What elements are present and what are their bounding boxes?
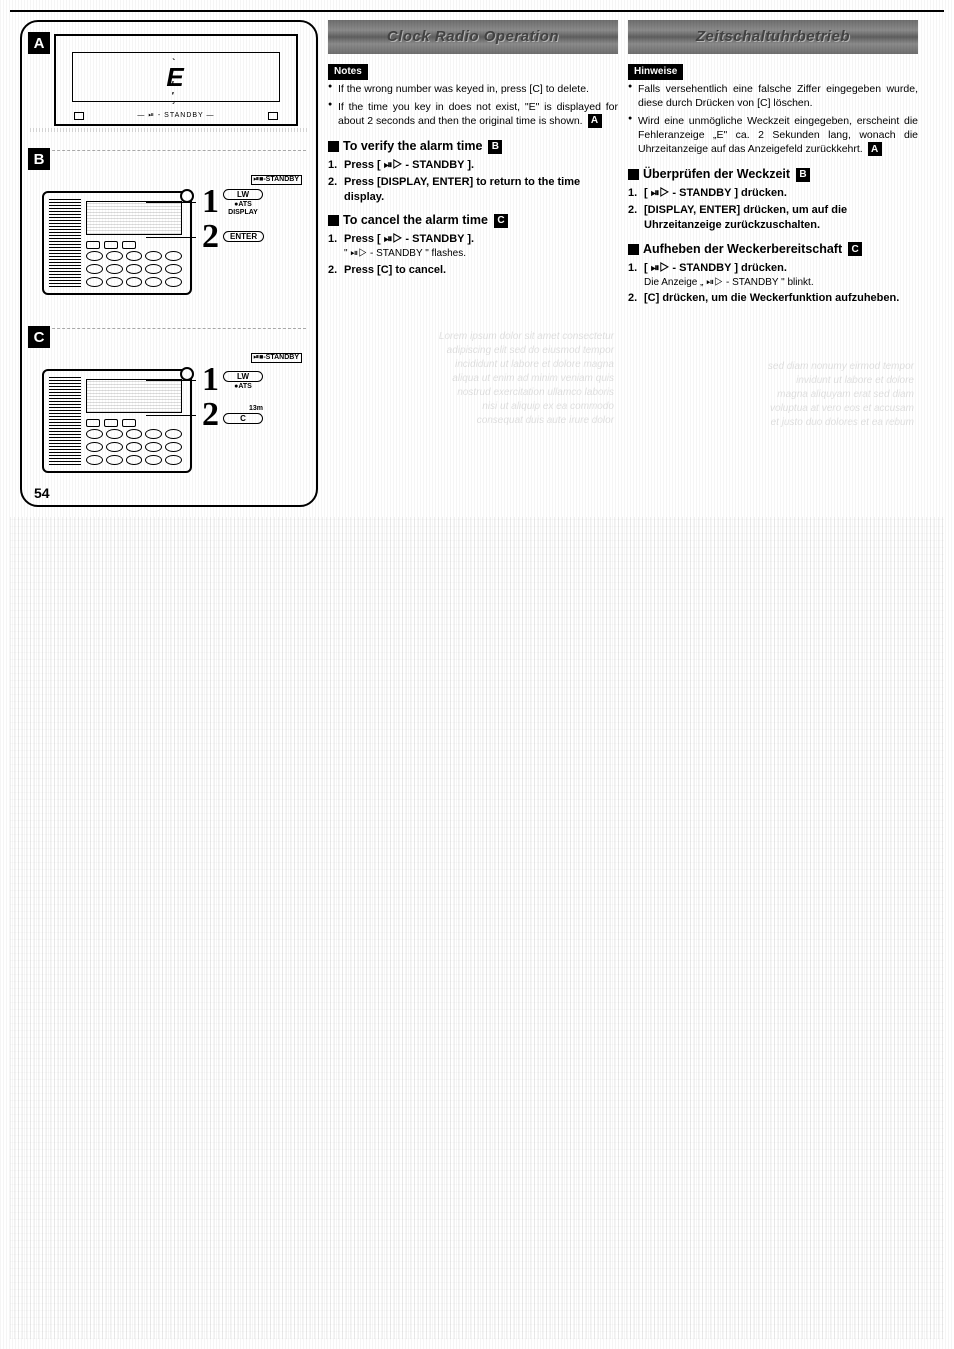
panel-c-letter: C: [28, 326, 50, 348]
note-item: If the wrong number was keyed in, press …: [328, 82, 618, 96]
callout-number: 2: [202, 222, 219, 253]
enter-button: ENTER: [223, 231, 264, 242]
sup-label: 13m: [223, 405, 263, 412]
ref-box-a: A: [588, 114, 602, 128]
content-row: A ` ' ' ' ´ E — ⏯ - STANDBY —: [10, 12, 944, 507]
ref-box-a: A: [868, 142, 882, 156]
device-button-row: [86, 241, 182, 249]
callout-number: 2: [202, 400, 219, 431]
speaker-grille: [49, 199, 81, 287]
ref-box-b: B: [488, 140, 502, 154]
cancel-steps-en: Press [ ⏯▷ - STANDBY ]. " ⏯▷ - STANDBY "…: [328, 232, 618, 277]
step-item: [DISPLAY, ENTER] drücken, um auf die Uhr…: [628, 203, 918, 233]
device-keypad: [86, 251, 182, 287]
notes-list-en: If the wrong number was keyed in, press …: [328, 82, 618, 129]
notes-list-de: Falls versehentlich eine falsche Ziffer …: [628, 82, 918, 157]
column-title-en: Clock Radio Operation: [328, 20, 618, 54]
panel-a-lcd: ` ' ' ' ´ E — ⏯ - STANDBY —: [54, 34, 298, 126]
verify-steps-en: Press [ ⏯▷ - STANDBY ]. Press [DISPLAY, …: [328, 158, 618, 205]
callout-number: 1: [202, 187, 219, 218]
panel-c-wrap: ⏯■-STANDBY 1 LW ●ATS 2 13m: [32, 328, 306, 483]
callout-c2: 2 13m C: [202, 400, 302, 431]
step-item: [ ⏯▷ - STANDBY ] drücken.: [628, 186, 918, 201]
lw-button: LW: [223, 189, 263, 200]
cancel-steps-de: [ ⏯▷ - STANDBY ] drücken. Die Anzeige „ …: [628, 261, 918, 306]
panel-b-callouts: ⏯■-STANDBY 1 LW ●ATS DISPLAY 2: [202, 173, 302, 256]
ats-label: ●ATS: [223, 383, 263, 390]
callout-c1: 1 LW ●ATS: [202, 365, 302, 396]
callout-number: 1: [202, 365, 219, 396]
panel-a-letter: A: [28, 32, 50, 54]
c-button: C: [223, 413, 263, 424]
panel-c-callouts: ⏯■-STANDBY 1 LW ●ATS 2 13m: [202, 351, 302, 434]
device-screen: [86, 201, 182, 235]
tuning-dial-icon: [180, 189, 194, 203]
page-number: 54: [34, 485, 50, 501]
notes-tag-en: Notes: [328, 64, 368, 80]
column-german: Zeitschaltuhrbetrieb Hinweise Falls vers…: [628, 20, 918, 507]
ref-box-b: B: [796, 168, 810, 182]
callout-b2: 2 ENTER: [202, 222, 302, 253]
panel-b-letter: B: [28, 148, 50, 170]
page-frame: A ` ' ' ' ´ E — ⏯ - STANDBY —: [10, 10, 944, 1339]
panel-c: C: [30, 328, 308, 498]
speaker-grille: [49, 377, 81, 465]
bleed-through-text: sed diam nonumy eirmod tempor invidunt u…: [664, 360, 914, 430]
device-button-row: [86, 419, 182, 427]
device-keypad: [86, 429, 182, 465]
note-item: Falls versehentlich eine falsche Ziffer …: [628, 82, 918, 110]
ats-label: ●ATS: [223, 201, 263, 208]
callout-b1: 1 LW ●ATS DISPLAY: [202, 187, 302, 218]
standby-label: ⏯■-STANDBY: [251, 175, 302, 185]
panel-b: B: [30, 150, 308, 320]
radio-device-b: [42, 191, 192, 295]
step-item: [ ⏯▷ - STANDBY ] drücken. Die Anzeige „ …: [628, 261, 918, 289]
mini-box: [74, 112, 84, 120]
scan-artifact-lower: [10, 517, 944, 1339]
step-item: Press [ ⏯▷ - STANDBY ].: [328, 158, 618, 173]
verify-steps-de: [ ⏯▷ - STANDBY ] drücken. [DISPLAY, ENTE…: [628, 186, 918, 233]
step-item: Press [C] to cancel.: [328, 263, 618, 278]
tuning-dial-icon: [180, 367, 194, 381]
note-item: If the time you key in does not exist, "…: [328, 100, 618, 128]
column-english: Clock Radio Operation Notes If the wrong…: [328, 20, 618, 507]
radio-device-c: [42, 369, 192, 473]
device-screen: [86, 379, 182, 413]
step-item: Press [DISPLAY, ENTER] to return to the …: [328, 175, 618, 205]
note-item: Wird eine unmögliche Weckzeit eingegeben…: [628, 114, 918, 157]
section-verify-alarm-en: To verify the alarm time B: [328, 138, 618, 155]
bleed-through-text: Lorem ipsum dolor sit amet consectetur a…: [364, 330, 614, 428]
panel-a-bottom-row: — ⏯ - STANDBY —: [74, 112, 278, 120]
standby-indicator: — ⏯ - STANDBY —: [137, 112, 214, 120]
lw-button: LW: [223, 371, 263, 382]
step-item: Press [ ⏯▷ - STANDBY ]. " ⏯▷ - STANDBY "…: [328, 232, 618, 260]
step-item: [C] drücken, um die Weckerfunktion aufzu…: [628, 291, 918, 306]
mini-box: [268, 112, 278, 120]
column-title-de: Zeitschaltuhrbetrieb: [628, 20, 918, 54]
section-cancel-alarm-en: To cancel the alarm time C: [328, 212, 618, 229]
panel-b-wrap: ⏯■-STANDBY 1 LW ●ATS DISPLAY 2: [32, 150, 306, 305]
notes-tag-de: Hinweise: [628, 64, 683, 80]
ref-box-c: C: [494, 214, 508, 228]
panel-a-lcd-char: ` ' ' ' ´ E: [72, 52, 280, 102]
ref-box-c: C: [848, 242, 862, 256]
section-verify-alarm-de: Überprüfen der Weckzeit B: [628, 166, 918, 183]
decorative-lines: [30, 128, 308, 132]
diagram-column: A ` ' ' ' ´ E — ⏯ - STANDBY —: [20, 20, 318, 507]
panel-a: A ` ' ' ' ´ E — ⏯ - STANDBY —: [30, 34, 308, 142]
section-cancel-alarm-de: Aufheben der Weckerbereitschaft C: [628, 241, 918, 258]
sunrays-icon: ` ' ' ' ´: [171, 58, 181, 113]
standby-label: ⏯■-STANDBY: [251, 353, 302, 363]
display-label: DISPLAY: [223, 209, 263, 216]
